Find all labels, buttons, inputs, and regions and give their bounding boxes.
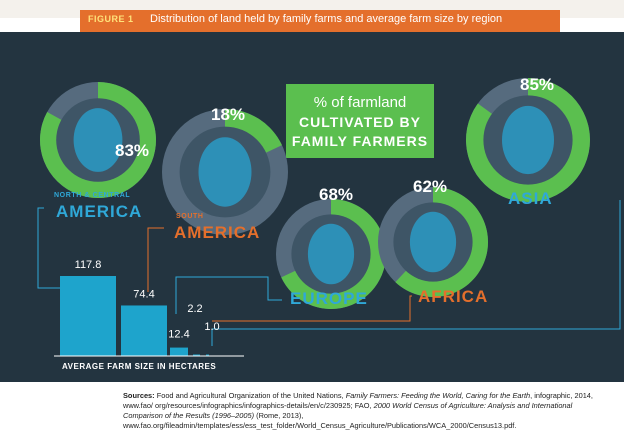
bar-value-as: 1.0 <box>204 321 219 333</box>
continent-map-sa <box>198 137 252 207</box>
bar-axis-label: AVERAGE FARM SIZE IN HECTARES <box>62 362 216 371</box>
sources-text-3: (Rome, 2013), www.fao.org/fileadmin/temp… <box>123 411 517 430</box>
callout-line1: % of farmland <box>314 94 407 111</box>
sources-title-1: Family Farmers: Feeding the World, Carin… <box>345 391 531 400</box>
pct-label-sa: 18% <box>211 105 245 124</box>
connector-sa <box>147 227 164 292</box>
sources-note: Sources: Food and Agricultural Organizat… <box>123 391 593 431</box>
connector-eu <box>175 276 282 314</box>
bar-value-na: 117.8 <box>75 259 102 271</box>
callout-line3: FAMILY FARMERS <box>292 133 428 149</box>
sa-label-small: SOUTH <box>176 213 204 220</box>
bar-value-sa: 74.4 <box>133 288 154 300</box>
sa-label-big: AMERICA <box>174 223 260 242</box>
bar-value-eu: 12.4 <box>168 329 189 341</box>
continent-map-as <box>502 105 554 175</box>
ring-na: 83% <box>39 82 156 199</box>
pct-label-af: 62% <box>413 177 447 196</box>
continent-map-na <box>73 108 123 172</box>
connector-af <box>212 295 412 322</box>
farm-size-bars: 117.8 74.4 12.4 2.21.0 <box>60 259 220 356</box>
bar-sa <box>121 305 167 356</box>
figure-title: Distribution of land held by family farm… <box>150 13 503 25</box>
bar-as <box>206 354 209 356</box>
pct-label-eu: 68% <box>319 185 353 204</box>
continent-map-af <box>409 211 457 273</box>
sources-text-1: Food and Agricultural Organization of th… <box>154 391 346 400</box>
ring-as: 85% <box>466 75 591 202</box>
pct-label-as: 85% <box>520 75 554 94</box>
bar-na <box>60 276 116 356</box>
af-label: AFRICA <box>418 287 488 306</box>
infographic-chart: % of farmland CULTIVATED BY FAMILY FARME… <box>37 75 621 371</box>
continent-map-eu <box>307 223 355 285</box>
as-label: ASIA <box>508 189 553 208</box>
callout-box <box>286 84 434 158</box>
bar-af <box>193 354 200 356</box>
sources-label: Sources: <box>123 391 155 400</box>
na-label-small: NORTH & CENTRAL <box>54 192 130 199</box>
callout-line2: CULTIVATED BY <box>299 114 421 130</box>
eu-label: EUROPE <box>290 289 368 308</box>
connector-na <box>37 207 70 289</box>
pct-label-na: 83% <box>115 141 149 160</box>
na-label-big: AMERICA <box>56 202 142 221</box>
region-rings: 83% 18% 68% 62% 85% <box>39 75 591 309</box>
figure-label: FIGURE 1 <box>88 14 134 24</box>
ring-af: 62% <box>378 177 489 298</box>
sources-text-2: , infographic, 2014, www.fao/ org/resour… <box>123 391 593 410</box>
bar-eu <box>170 347 188 356</box>
ring-eu: 68% <box>276 185 386 309</box>
ring-sa: 18% <box>162 105 288 235</box>
connector-as <box>211 200 621 346</box>
connector-lines <box>37 200 621 346</box>
bar-value-af: 2.2 <box>187 303 202 315</box>
sources-title-2: 2000 World Census of Agriculture: Analys… <box>123 401 573 420</box>
figure-title-bar <box>80 10 560 32</box>
